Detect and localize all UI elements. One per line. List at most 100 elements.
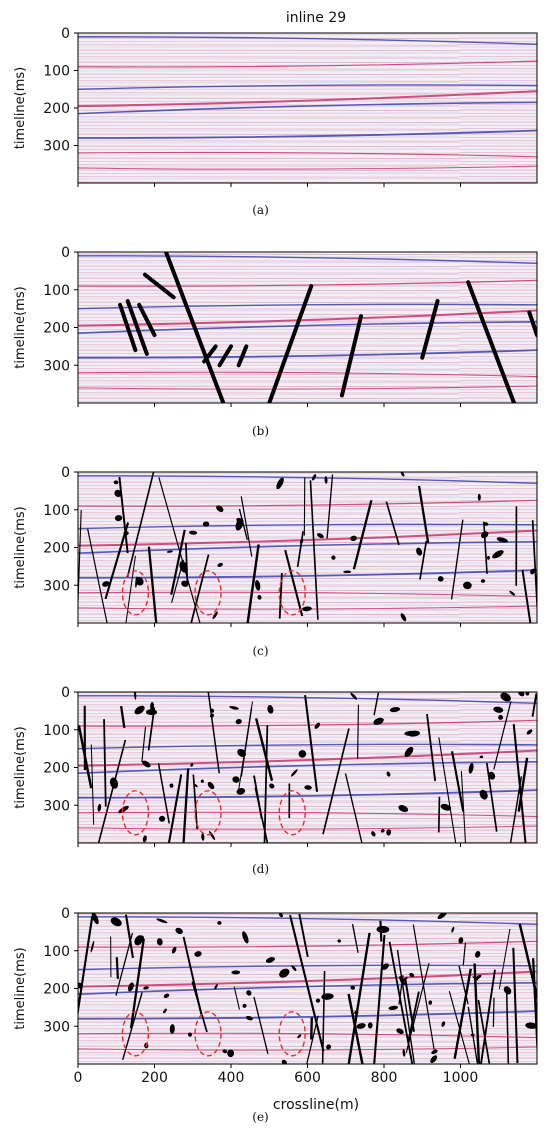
- detected-blob: [479, 789, 488, 800]
- reflector: [78, 811, 537, 818]
- detected-fault: [124, 914, 135, 959]
- detected-blob: [388, 1005, 399, 1011]
- detected-fault: [419, 540, 428, 580]
- detected-blob: [314, 722, 321, 729]
- y-tick-label: 200: [43, 541, 70, 557]
- detected-fault: [407, 991, 420, 1042]
- detected-fault: [129, 938, 145, 1029]
- fault-line: [125, 299, 149, 356]
- detected-fault: [517, 757, 529, 812]
- seismic-section: [78, 33, 537, 183]
- detected-blob: [217, 921, 222, 925]
- reflector: [78, 749, 537, 767]
- detected-blob: [175, 927, 183, 935]
- detected-blob: [114, 515, 123, 522]
- detected-fault: [492, 997, 495, 1027]
- detected-blob: [163, 1008, 167, 1014]
- y-tick-label: 200: [43, 761, 70, 777]
- highlight-ellipse: [121, 790, 150, 836]
- detected-blob: [373, 717, 384, 725]
- seismic-section: [78, 252, 537, 403]
- detected-faults: [78, 692, 537, 843]
- reflector: [78, 349, 537, 359]
- detected-blob: [317, 533, 324, 539]
- detected-fault: [240, 707, 253, 777]
- y-tick-label: 300: [43, 578, 70, 594]
- y-tick-label: 100: [43, 944, 70, 960]
- detected-blob: [269, 783, 275, 789]
- detected-blob: [255, 579, 261, 591]
- detected-fault: [438, 737, 457, 843]
- detected-fault: [296, 531, 304, 568]
- y-axis-label: timeline(ms): [13, 726, 28, 808]
- detected-fault: [240, 496, 253, 557]
- fault-line: [420, 299, 440, 360]
- detected-faults: [78, 472, 537, 623]
- detected-fault: [182, 768, 190, 843]
- detected-blob: [302, 606, 312, 612]
- panel-caption: (a): [252, 203, 269, 217]
- detected-fault: [405, 963, 430, 1053]
- y-tick-label: 300: [43, 798, 70, 814]
- y-tick-label: 300: [43, 1019, 70, 1035]
- detected-fault: [437, 796, 441, 833]
- detected-fault: [298, 913, 309, 958]
- detected-blob: [190, 763, 194, 767]
- detected-blob: [189, 530, 198, 535]
- detected-fault: [147, 546, 158, 623]
- detected-fault: [115, 932, 134, 996]
- detected-blob: [480, 579, 486, 583]
- detected-fault: [388, 941, 414, 1064]
- detected-fault: [322, 728, 350, 835]
- detected-blob: [156, 938, 163, 946]
- detected-blob: [279, 968, 290, 978]
- detected-blob: [166, 550, 173, 553]
- reflector: [78, 255, 537, 265]
- fault-line: [142, 272, 176, 300]
- panel-caption: (b): [252, 424, 269, 438]
- detected-fault: [118, 476, 129, 554]
- detected-faults: [78, 913, 537, 1064]
- reflector: [78, 165, 537, 170]
- detected-blob: [201, 833, 205, 841]
- detected-fault: [289, 914, 325, 1052]
- panel-caption: (c): [252, 644, 268, 658]
- detected-blob: [463, 581, 472, 590]
- detected-blob: [156, 918, 168, 924]
- detected-fault: [309, 480, 319, 620]
- detected-fault: [326, 474, 334, 539]
- detected-blob: [518, 692, 525, 697]
- reflector: [78, 321, 537, 334]
- detected-blob: [386, 829, 392, 836]
- detected-blob: [150, 701, 155, 711]
- reflector: [78, 940, 537, 948]
- y-tick-label: 300: [43, 358, 70, 374]
- y-tick-label: 0: [61, 26, 70, 42]
- reflector: [78, 475, 537, 485]
- detected-blob: [477, 493, 481, 501]
- y-tick-label: 200: [43, 982, 70, 998]
- detected-fault: [404, 979, 415, 1032]
- detected-fault: [115, 957, 119, 979]
- x-tick-label: 200: [141, 1070, 168, 1086]
- panel-5: timeline(ms) 0 100 200 300 0 200 400 600 800 1000 (…: [13, 906, 538, 1124]
- detected-fault: [190, 554, 210, 623]
- reflector: [78, 385, 537, 390]
- detected-blob: [246, 990, 252, 996]
- detected-fault: [238, 508, 248, 540]
- detected-blob: [135, 577, 144, 586]
- detected-blob: [311, 474, 317, 481]
- detected-blob: [440, 803, 452, 811]
- detected-fault: [373, 692, 380, 716]
- y-tick-label: 200: [43, 101, 70, 117]
- seismic-reflectors: [78, 695, 537, 830]
- fault-line: [202, 344, 218, 364]
- detected-blob: [400, 613, 407, 622]
- detected-fault: [119, 705, 126, 729]
- detected-blob: [265, 957, 275, 963]
- detected-blob: [214, 984, 218, 990]
- detected-fault: [518, 923, 537, 1003]
- detected-blob: [142, 760, 151, 768]
- detected-blob: [279, 913, 283, 918]
- detected-blob: [200, 779, 204, 783]
